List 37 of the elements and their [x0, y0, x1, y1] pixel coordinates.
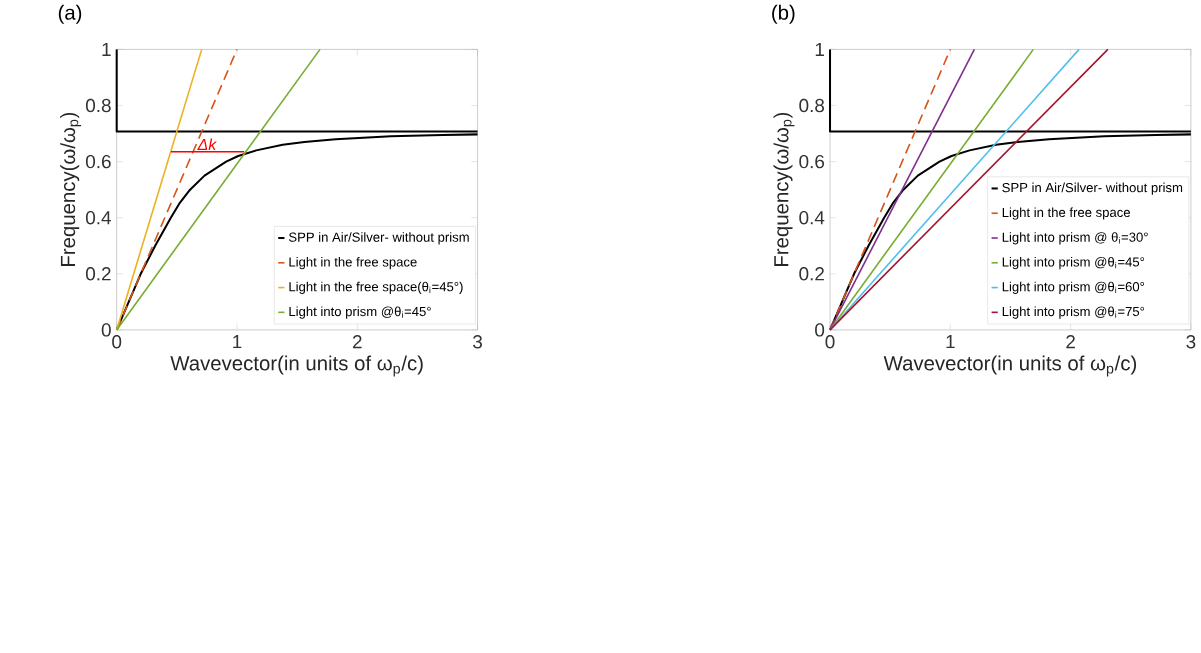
annotation: Δk [197, 138, 217, 151]
y-axis-title: Frequency(ω/ω$_{p}$) [773, 113, 795, 267]
y-axis-title: Frequency(ω/ω$_{p}$) [60, 113, 82, 267]
y-tick-label: 0.8 [85, 99, 111, 113]
legend-label: SPP in Air/Silver- without prism [288, 232, 469, 245]
legend-label: Light in the free space [1002, 207, 1131, 220]
x-tick-label: 1 [946, 335, 955, 349]
y-tick-label: 1 [815, 43, 824, 57]
y-tick-label: 1 [102, 43, 111, 57]
x-axis-title: Wavevector(in units of ω$_{p}$/c) [883, 355, 1137, 377]
x-tick-label: 1 [233, 335, 242, 349]
legend-label: Light into prism @θ$_{i}$=45° [1002, 257, 1145, 270]
x-tick-label: 3 [1186, 335, 1196, 349]
legend-label: SPP in Air/Silver- without prism [1002, 182, 1183, 196]
legend-label: Light into prism @θ$_{i}$=60° [1002, 281, 1145, 295]
x-tick-label: 0 [112, 335, 122, 349]
y-tick-label: 0.4 [799, 211, 825, 225]
legend-label: Light into prism @ θ$_{i}$=30° [1002, 232, 1148, 245]
legend-label: Light in the free space [289, 257, 417, 270]
chart-title: (a) [58, 5, 82, 25]
x-tick-label: 0 [825, 335, 835, 349]
y-tick-label: 0 [101, 323, 111, 337]
x-tick-label: 2 [352, 335, 362, 349]
y-tick-label: 0 [815, 323, 825, 337]
legend-label: Light in the free space(θ$_{i}$=45°) [289, 281, 463, 295]
y-tick-label: 0.8 [799, 99, 825, 113]
y-tick-label: 0.6 [85, 155, 111, 169]
y-tick-label: 0.2 [85, 267, 111, 281]
x-axis-title: Wavevector(in units of ω$_{p}$/c) [170, 355, 423, 377]
y-tick-label: 0.4 [85, 211, 111, 225]
x-tick-label: 2 [1066, 335, 1075, 349]
x-tick-label: 3 [473, 335, 482, 349]
y-tick-label: 0.2 [799, 267, 824, 281]
chart-title: (b) [772, 5, 795, 25]
y-tick-label: 0.6 [799, 155, 825, 169]
legend-label: Light into prism @θ$_{i}$=45° [289, 306, 431, 319]
legend-label: Light into prism @θ$_{i}$=75° [1002, 306, 1145, 319]
